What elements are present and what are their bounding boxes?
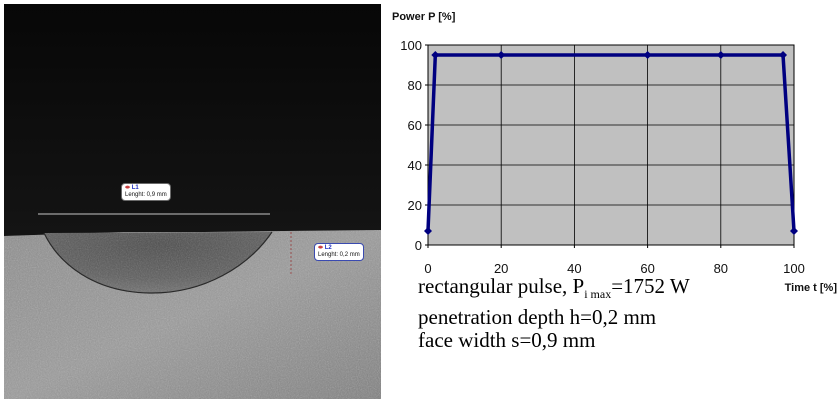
- chart-svg: Power P [%] 0 20 40 60 80 100 0 20 40 60 80 100 Tim…: [392, 11, 837, 294]
- series-group: [424, 51, 798, 235]
- weld-texture: [44, 232, 272, 294]
- caption-line-depth: penetration depth h=0,2 mm: [418, 305, 657, 329]
- series-point: [424, 227, 432, 235]
- dark-background: [4, 4, 381, 236]
- measurement-label-l1: ⇹ L1 Lenght: 0,9 mm: [121, 183, 171, 201]
- caption-line-pulse: rectangular pulse, Pi max=1752 W: [418, 275, 690, 306]
- axes: [427, 44, 795, 246]
- series-point: [779, 51, 788, 59]
- caption: rectangular pulse, Pi max=1752 W penetra…: [418, 275, 690, 352]
- y-tick-label: 40: [408, 158, 422, 173]
- label-l1-text: Lenght: 0,9 mm: [125, 192, 167, 198]
- measurement-label-l2: ⇹ L2 Lenght: 0,2 mm: [314, 243, 364, 261]
- caption-pulse-prefix: rectangular pulse, P: [418, 274, 585, 298]
- x-tick-label: 0: [424, 261, 431, 276]
- series-point: [716, 51, 725, 59]
- y-axis-title: Power P [%]: [392, 11, 456, 23]
- plot-border: [427, 44, 795, 246]
- x-tick-label: 80: [714, 261, 728, 276]
- series-point: [790, 227, 798, 235]
- label-l1-tag: ⇹ L1: [125, 185, 139, 191]
- x-tick-label: 20: [494, 261, 508, 276]
- y-tick-label: 0: [415, 238, 422, 253]
- micrograph-image: [4, 4, 381, 399]
- tick-labels: 0 20 40 60 80 100 0 20 40 60 80 100: [400, 38, 805, 276]
- x-tick-label: 40: [567, 261, 581, 276]
- x-axis-title: Time t [%]: [785, 282, 838, 294]
- series-point: [643, 51, 652, 59]
- caption-line-width: face width s=0,9 mm: [418, 328, 596, 352]
- y-tick-label: 20: [408, 198, 422, 213]
- label-l2-tag: ⇹ L2: [318, 245, 332, 251]
- y-tick-label: 60: [408, 118, 422, 133]
- plot-area: [428, 45, 794, 245]
- fusion-line: [43, 231, 273, 294]
- label-l2-text: Lenght: 0,2 mm: [318, 252, 360, 258]
- power-time-chart: Power P [%] 0 20 40 60 80 100 0 20 40 60 80 100 Tim…: [385, 0, 840, 294]
- caption-pulse-suffix: =1752 W: [611, 274, 690, 298]
- y-tick-label: 80: [408, 78, 422, 93]
- weld-micrograph: ⇹ L1 Lenght: 0,9 mm ⇹ L2 Lenght: 0,2 mm: [4, 4, 381, 399]
- series-point: [497, 51, 506, 59]
- x-tick-label: 100: [783, 261, 805, 276]
- caption-pulse-sub: i max: [584, 287, 612, 301]
- y-tick-label: 100: [400, 38, 422, 53]
- series-point: [431, 51, 440, 59]
- x-tick-label: 60: [640, 261, 654, 276]
